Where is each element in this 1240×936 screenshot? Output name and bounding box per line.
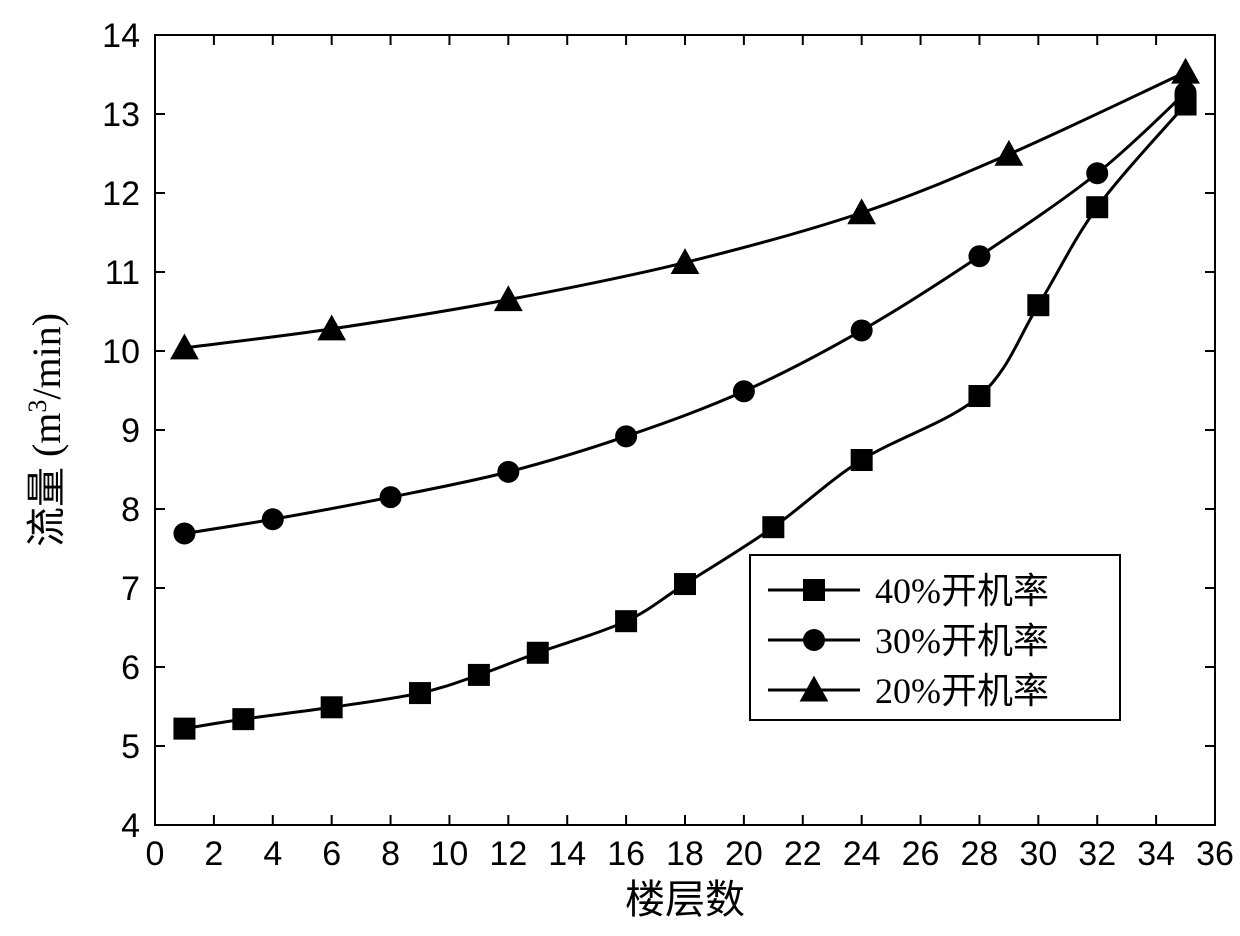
circle-marker-icon: [262, 508, 284, 530]
triangle-marker-icon: [994, 140, 1023, 166]
square-marker-icon: [851, 449, 873, 471]
circle-marker-icon: [851, 319, 873, 341]
x-tick-label: 2: [204, 835, 223, 873]
y-tick-label: 9: [121, 412, 140, 450]
square-marker-icon: [409, 682, 431, 704]
y-tick-label: 8: [121, 491, 140, 529]
x-tick-label: 12: [489, 835, 527, 873]
triangle-marker-icon: [1171, 58, 1200, 84]
y-tick-label: 10: [102, 333, 140, 371]
circle-marker-icon: [803, 629, 825, 651]
x-tick-label: 20: [725, 835, 763, 873]
x-tick-label: 16: [607, 835, 645, 873]
square-marker-icon: [1027, 294, 1049, 316]
triangle-marker-icon: [847, 198, 876, 224]
x-tick-label: 30: [1019, 835, 1057, 873]
circle-marker-icon: [173, 522, 195, 544]
y-tick-label: 6: [121, 649, 140, 687]
x-tick-label: 14: [548, 835, 586, 873]
square-marker-icon: [968, 385, 990, 407]
circle-marker-icon: [380, 486, 402, 508]
square-marker-icon: [615, 610, 637, 632]
flow-rate-chart: 0246810121416182022242628303234364567891…: [0, 0, 1240, 936]
y-tick-label: 4: [121, 807, 140, 845]
square-marker-icon: [1086, 196, 1108, 218]
square-marker-icon: [468, 664, 490, 686]
square-marker-icon: [803, 579, 825, 601]
square-marker-icon: [762, 516, 784, 538]
x-tick-label: 18: [666, 835, 704, 873]
x-tick-label: 32: [1078, 835, 1116, 873]
circle-marker-icon: [615, 425, 637, 447]
y-tick-label: 11: [105, 254, 140, 292]
square-marker-icon: [527, 642, 549, 664]
circle-marker-icon: [733, 380, 755, 402]
y-tick-label: 12: [102, 175, 140, 213]
square-marker-icon: [321, 696, 343, 718]
x-tick-label: 10: [431, 835, 469, 873]
square-marker-icon: [232, 708, 254, 730]
legend-label: 30%开机率: [875, 621, 1049, 661]
x-tick-label: 26: [902, 835, 940, 873]
square-marker-icon: [173, 718, 195, 740]
y-tick-label: 14: [102, 17, 140, 55]
x-tick-label: 34: [1137, 835, 1175, 873]
chart-container: 0246810121416182022242628303234364567891…: [0, 0, 1240, 936]
legend-label: 20%开机率: [875, 671, 1049, 711]
x-axis-title: 楼层数: [625, 877, 745, 922]
x-tick-label: 24: [843, 835, 881, 873]
y-tick-label: 5: [121, 728, 140, 766]
x-tick-label: 8: [381, 835, 400, 873]
x-tick-label: 22: [784, 835, 822, 873]
x-tick-label: 36: [1196, 835, 1234, 873]
x-tick-label: 6: [322, 835, 341, 873]
square-marker-icon: [674, 573, 696, 595]
circle-marker-icon: [1086, 162, 1108, 184]
y-axis-title: 流量 (m3/min): [23, 313, 69, 547]
circle-marker-icon: [497, 461, 519, 483]
y-tick-label: 13: [102, 96, 140, 134]
x-tick-label: 4: [263, 835, 282, 873]
y-tick-label: 7: [121, 570, 140, 608]
legend-label: 40%开机率: [875, 571, 1049, 611]
circle-marker-icon: [968, 245, 990, 267]
x-tick-label: 0: [146, 835, 165, 873]
circle-marker-icon: [1175, 82, 1197, 104]
x-tick-label: 28: [961, 835, 999, 873]
